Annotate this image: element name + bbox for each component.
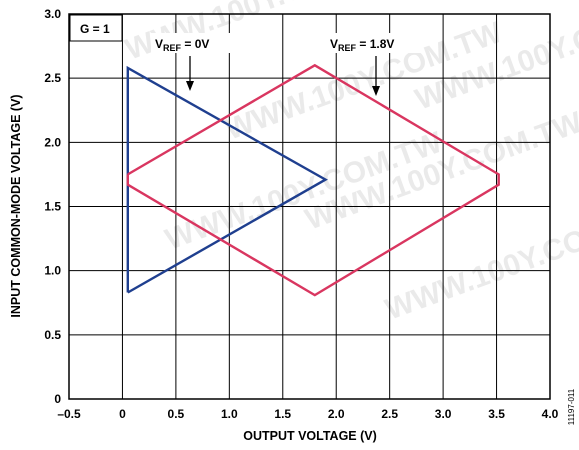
x-tick-label: 1.5	[274, 407, 291, 421]
figure-id: 11197-011	[567, 388, 576, 425]
series-line-2	[126, 63, 500, 297]
y-axis-title: INPUT COMMON-MODE VOLTAGE (V)	[9, 94, 23, 317]
x-tick-label: 0.5	[168, 407, 185, 421]
y-tick-labels: 0 0.5 1.0 1.5 2.0 2.5 3.0	[44, 7, 61, 406]
series-layer	[126, 63, 500, 297]
vref18-arrow-head	[372, 86, 380, 96]
grid	[69, 14, 550, 399]
vref18-label: VREF = 1.8V	[330, 37, 394, 53]
vref0-label: VREF = 0V	[155, 37, 209, 53]
y-tick-label: 2.0	[44, 135, 61, 149]
y-tick-label: 2.5	[44, 71, 61, 85]
x-tick-label: 4.0	[542, 407, 559, 421]
y-tick-label: 3.0	[44, 7, 61, 21]
vref0-label-bg	[151, 33, 237, 53]
x-tick-label: 3.0	[435, 407, 452, 421]
x-tick-label: –0.5	[57, 407, 81, 421]
y-tick-label: 0	[54, 392, 61, 406]
x-tick-label: 0	[119, 407, 126, 421]
x-tick-label: 1.0	[221, 407, 238, 421]
vref0-arrow-head	[186, 81, 194, 91]
y-tick-label: 1.5	[44, 200, 61, 214]
gain-label: G = 1	[80, 22, 110, 36]
gain-label-box	[69, 14, 123, 42]
x-tick-labels: –0.5 0 0.5 1.0 1.5 2.0 2.5 3.0 3.5 4.0	[57, 407, 558, 421]
plot-frame	[68, 13, 551, 400]
y-tick-label: 1.0	[44, 264, 61, 278]
x-tick-label: 2.5	[381, 407, 398, 421]
vref18-label-bg	[326, 33, 422, 53]
y-tick-label: 0.5	[44, 328, 61, 342]
x-tick-label: 3.5	[488, 407, 505, 421]
x-tick-label: 2.0	[328, 407, 345, 421]
x-axis-title: OUTPUT VOLTAGE (V)	[243, 429, 377, 443]
